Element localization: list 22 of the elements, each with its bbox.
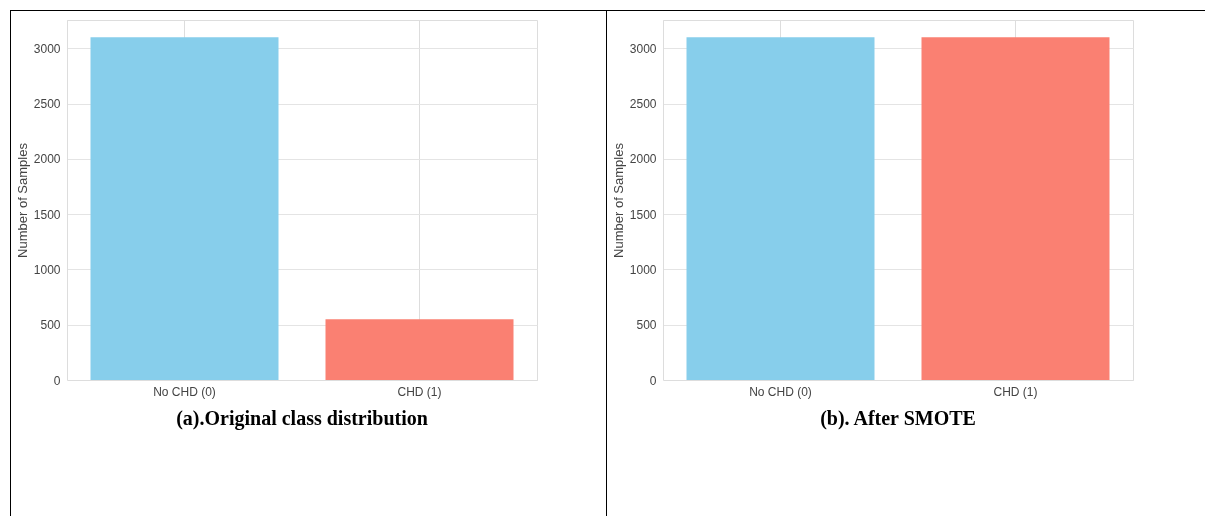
y-tick-label: 2000 xyxy=(629,152,657,167)
x-tick-label: CHD (1) xyxy=(397,384,442,399)
x-tick-label: CHD (1) xyxy=(993,384,1038,399)
y-axis-title: Number of Samples xyxy=(610,142,626,258)
y-tick-label: 0 xyxy=(53,373,61,388)
y-tick-label: 2500 xyxy=(33,97,61,111)
y-tick-label: 3000 xyxy=(629,41,657,56)
text: (a).Original class distribution xyxy=(176,407,428,430)
y-tick-label: 1500 xyxy=(33,207,61,222)
y-tick-label: 500 xyxy=(636,318,657,333)
y-tick-label: 2500 xyxy=(629,97,657,111)
x-tick-label: No CHD (0) xyxy=(153,384,216,399)
x-tick-label: No CHD (0) xyxy=(749,384,812,399)
y-axis-title: Number of Samples xyxy=(14,142,30,258)
y-tick-label: 1000 xyxy=(629,262,657,277)
y-tick-label: 3000 xyxy=(33,41,61,56)
y-tick-label: 500 xyxy=(40,318,61,333)
y-tick-label: 0 xyxy=(649,373,657,388)
y-tick-label: 2000 xyxy=(33,152,61,167)
y-tick-label: 1500 xyxy=(629,207,657,222)
y-tick-label: 1000 xyxy=(33,262,61,277)
text: (b). After SMOTE xyxy=(820,407,976,430)
